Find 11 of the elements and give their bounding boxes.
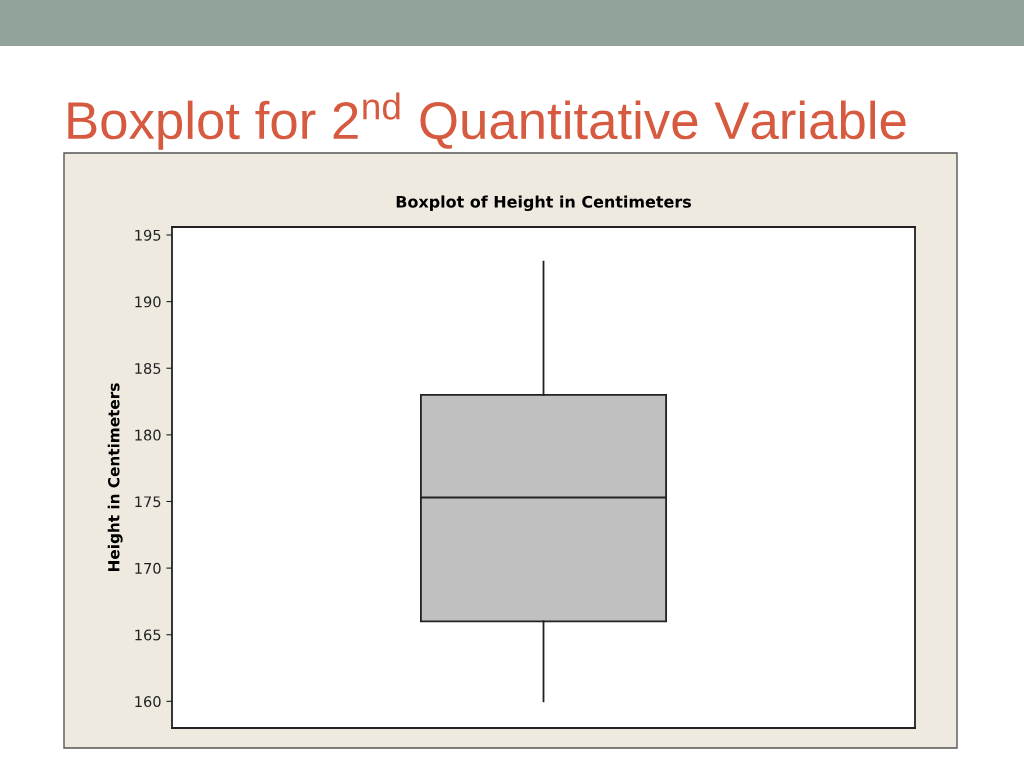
y-tick-label: 160 bbox=[135, 696, 161, 708]
y-tick-label: 170 bbox=[135, 562, 161, 574]
y-tick-label: 190 bbox=[135, 296, 161, 308]
y-tick-label: 180 bbox=[135, 429, 161, 441]
chart-subtitle: Boxplot of Height in Centimeters bbox=[396, 195, 691, 211]
chart-title: Boxplot for 2$^{nd}$ Quantitative Variable bbox=[68, 92, 906, 150]
y-tick-label: 175 bbox=[135, 496, 161, 508]
y-tick-label: 165 bbox=[135, 629, 161, 641]
y-axis-title: Height in Centimeters bbox=[107, 383, 123, 571]
y-tick-label: 185 bbox=[135, 362, 161, 374]
y-tick-label: 195 bbox=[135, 229, 161, 241]
